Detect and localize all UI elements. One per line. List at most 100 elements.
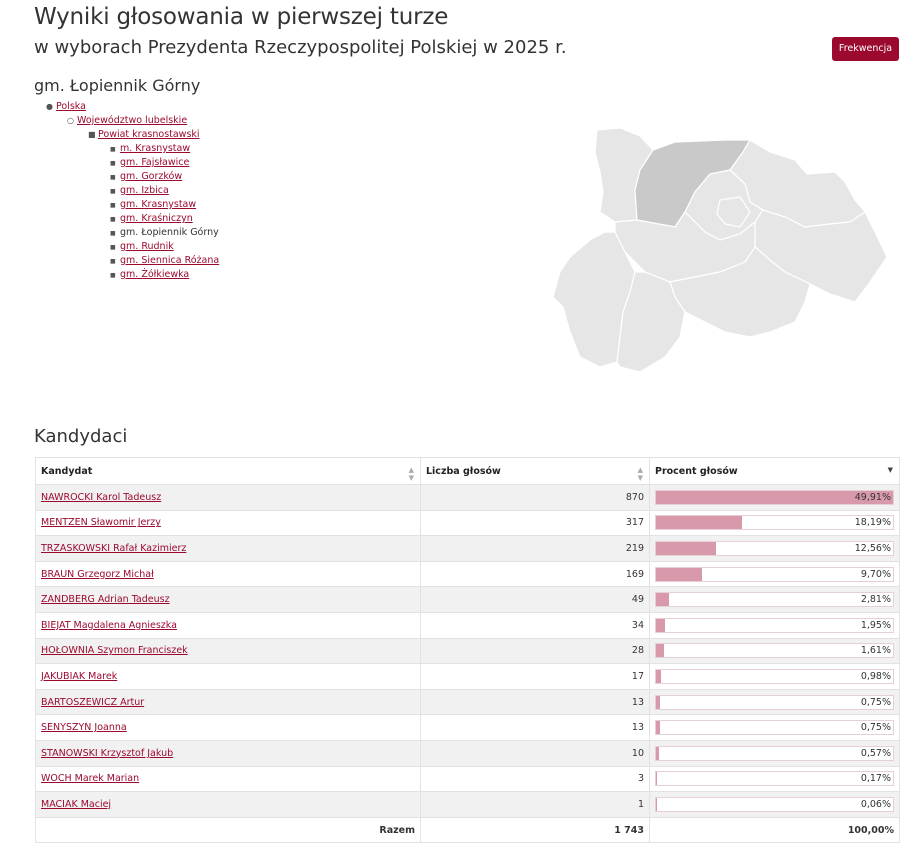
votes-cell: 169 bbox=[420, 560, 650, 588]
column-header-percent-label: Procent głosów bbox=[655, 465, 738, 477]
tree-item-gmina: ■ gm. Żółkiewka bbox=[110, 268, 189, 282]
percent-label: 49,91% bbox=[854, 491, 891, 503]
percent-bar-fill bbox=[656, 746, 659, 760]
percent-cell: 9,70% bbox=[649, 560, 900, 588]
bullet-square-icon: ■ bbox=[110, 160, 116, 167]
bullet-icon: ● bbox=[46, 102, 53, 111]
column-header-percent[interactable]: Procent głosów ▼ bbox=[649, 457, 900, 485]
percent-cell: 0,06% bbox=[649, 791, 900, 818]
percent-bar: 1,61% bbox=[655, 643, 894, 659]
bullet-square-icon: ■ bbox=[110, 146, 116, 153]
percent-bar: 9,70% bbox=[655, 566, 894, 582]
tree-link-wojewodztwo[interactable]: Województwo lubelskie bbox=[77, 115, 188, 126]
tree-item-gmina: ■ m. Krasnystaw bbox=[110, 142, 190, 156]
candidate-link[interactable]: MENTZEN Sławomir Jerzy bbox=[41, 517, 161, 529]
tree-current-gmina: gm. Łopiennik Górny bbox=[120, 227, 219, 238]
candidate-cell: ZANDBERG Adrian Tadeusz bbox=[35, 586, 421, 613]
map-region-siennica-rozana[interactable] bbox=[616, 271, 686, 373]
candidate-link[interactable]: BRAUN Grzegorz Michał bbox=[41, 568, 154, 580]
tree-link-gmina[interactable]: gm. Rudnik bbox=[120, 241, 174, 252]
percent-label: 0,57% bbox=[860, 747, 891, 759]
table-row: WOCH Marek Marian 3 0,17% bbox=[35, 765, 900, 793]
candidate-link[interactable]: SENYSZYN Joanna bbox=[41, 722, 127, 734]
tree-link-polska[interactable]: Polska bbox=[56, 101, 86, 112]
percent-cell: 1,61% bbox=[649, 637, 900, 665]
candidate-link[interactable]: MACIAK Maciej bbox=[41, 798, 112, 810]
tree-item-wojewodztwo: ○ Województwo lubelskie bbox=[67, 114, 187, 128]
percent-cell: 1,95% bbox=[649, 611, 900, 639]
tree-item-gmina: ■ gm. Izbica bbox=[110, 184, 169, 198]
candidate-cell: BARTOSZEWICZ Artur bbox=[35, 688, 421, 716]
bullet-square-icon: ■ bbox=[110, 272, 116, 279]
tree-item-gmina: ■ gm. Fajsławice bbox=[110, 156, 189, 170]
votes-cell: 219 bbox=[420, 535, 650, 562]
percent-cell: 12,56% bbox=[649, 535, 900, 562]
percent-bar-fill bbox=[656, 567, 702, 581]
table-row: TRZASKOWSKI Rafał Kazimierz 219 12,56% bbox=[35, 535, 900, 562]
frekwencja-button[interactable]: Frekwencja bbox=[832, 37, 899, 61]
tree-link-gmina[interactable]: m. Krasnystaw bbox=[120, 143, 191, 154]
candidate-link[interactable]: JAKUBIAK Marek bbox=[41, 670, 118, 682]
bullet-square-icon: ■ bbox=[110, 188, 116, 195]
votes-cell: 10 bbox=[420, 739, 650, 767]
percent-bar-fill bbox=[656, 541, 716, 555]
percent-bar: 1,95% bbox=[655, 617, 894, 633]
candidate-link[interactable]: STANOWSKI Krzysztof Jakub bbox=[41, 747, 174, 759]
percent-cell: 2,81% bbox=[649, 586, 900, 613]
percent-bar: 0,75% bbox=[655, 720, 894, 736]
candidate-link[interactable]: HOŁOWNIA Szymon Franciszek bbox=[41, 645, 188, 657]
percent-bar-fill bbox=[656, 593, 670, 607]
tree-link-gmina[interactable]: gm. Izbica bbox=[120, 185, 169, 196]
candidate-cell: TRZASKOWSKI Rafał Kazimierz bbox=[35, 535, 421, 562]
candidate-link[interactable]: BIEJAT Magdalena Agnieszka bbox=[41, 619, 177, 631]
percent-bar-fill bbox=[656, 772, 657, 786]
tree-link-gmina[interactable]: gm. Gorzków bbox=[120, 171, 183, 182]
tree-link-gmina[interactable]: gm. Fajsławice bbox=[120, 157, 190, 168]
percent-cell: 0,98% bbox=[649, 663, 900, 690]
tree-link-powiat[interactable]: Powiat krasnostawski bbox=[98, 129, 200, 140]
column-header-votes-label: Liczba głosów bbox=[426, 465, 501, 477]
candidate-link[interactable]: NAWROCKI Karol Tadeusz bbox=[41, 491, 162, 503]
candidate-cell: MENTZEN Sławomir Jerzy bbox=[35, 509, 421, 537]
candidate-cell: BIEJAT Magdalena Agnieszka bbox=[35, 611, 421, 639]
tree-link-gmina[interactable]: gm. Krasnystaw bbox=[120, 199, 197, 210]
tree-link-gmina[interactable]: gm. Żółkiewka bbox=[120, 269, 190, 280]
percent-label: 0,06% bbox=[860, 798, 891, 810]
percent-label: 0,75% bbox=[860, 696, 891, 708]
percent-bar: 12,56% bbox=[655, 540, 894, 556]
total-label: Razem bbox=[35, 816, 421, 844]
percent-label: 1,95% bbox=[860, 619, 891, 631]
candidate-cell: NAWROCKI Karol Tadeusz bbox=[35, 484, 421, 511]
percent-cell: 0,75% bbox=[649, 688, 900, 716]
map-region-m-krasnystaw[interactable] bbox=[716, 196, 751, 228]
tree-link-gmina[interactable]: gm. Kraśniczyn bbox=[120, 213, 193, 224]
candidate-link[interactable]: BARTOSZEWICZ Artur bbox=[41, 696, 145, 708]
sort-icon: ▲ ▼ bbox=[637, 466, 643, 482]
table-row: BRAUN Grzegorz Michał 169 9,70% bbox=[35, 560, 900, 588]
tree-link-gmina[interactable]: gm. Siennica Różana bbox=[120, 255, 220, 266]
column-header-candidate[interactable]: Kandydat ▲ ▼ bbox=[35, 457, 421, 485]
candidate-link[interactable]: ZANDBERG Adrian Tadeusz bbox=[41, 594, 170, 606]
table-row: JAKUBIAK Marek 17 0,98% bbox=[35, 663, 900, 690]
candidate-link[interactable]: TRZASKOWSKI Rafał Kazimierz bbox=[41, 542, 187, 554]
votes-cell: 13 bbox=[420, 688, 650, 716]
candidate-cell: MACIAK Maciej bbox=[35, 791, 421, 818]
percent-bar: 0,06% bbox=[655, 796, 894, 812]
tree-item-gmina: ■ gm. Gorzków bbox=[110, 170, 182, 184]
percent-label: 1,61% bbox=[860, 645, 891, 657]
column-header-votes[interactable]: Liczba głosów ▲ ▼ bbox=[420, 457, 650, 485]
votes-cell: 34 bbox=[420, 611, 650, 639]
candidate-cell: STANOWSKI Krzysztof Jakub bbox=[35, 739, 421, 767]
votes-cell: 49 bbox=[420, 586, 650, 613]
total-row: Razem 1 743 100,00% bbox=[35, 816, 900, 844]
bullet-square-icon: ■ bbox=[110, 244, 116, 251]
bullet-square-icon: ■ bbox=[88, 130, 96, 139]
map-region-izbica[interactable] bbox=[669, 246, 811, 338]
table-row: SENYSZYN Joanna 13 0,75% bbox=[35, 714, 900, 741]
percent-cell: 49,91% bbox=[649, 484, 900, 511]
sort-icon: ▲ ▼ bbox=[408, 466, 414, 482]
percent-label: 0,17% bbox=[860, 773, 891, 785]
percent-bar: 49,91% bbox=[655, 489, 894, 505]
percent-bar-fill bbox=[656, 516, 743, 530]
candidate-link[interactable]: WOCH Marek Marian bbox=[41, 773, 140, 785]
